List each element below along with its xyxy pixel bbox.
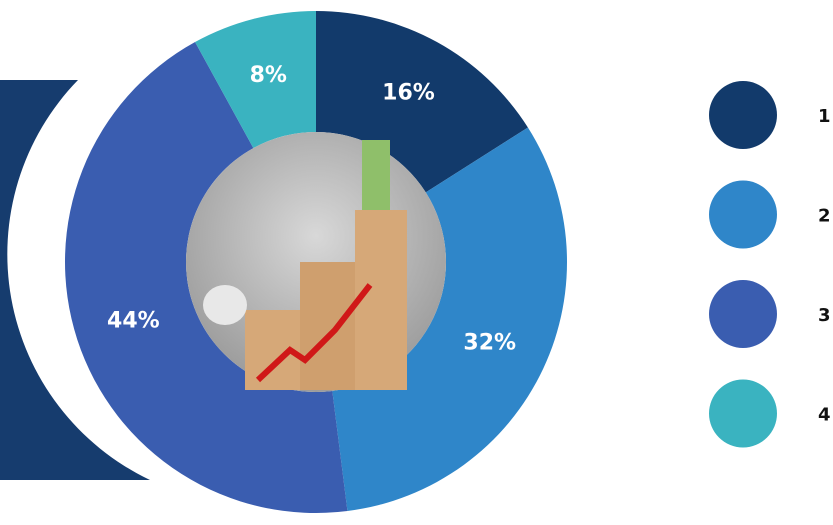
value-label: 8%	[250, 63, 287, 88]
legend-label: 3	[818, 305, 831, 326]
legend-swatch	[709, 280, 777, 348]
legend-swatch	[709, 81, 777, 149]
value-label: 44%	[107, 308, 160, 333]
value-label: 16%	[382, 81, 435, 106]
legend-label: 2	[818, 206, 831, 227]
legend-swatch	[709, 379, 777, 448]
legend-label: 4	[818, 405, 831, 426]
donut-slice	[195, 11, 316, 149]
legend-swatch	[709, 180, 777, 249]
donut-slice	[316, 11, 528, 193]
donut-slice	[64, 42, 348, 513]
donut-slice	[332, 127, 568, 512]
decor-band	[0, 80, 150, 480]
legend-label: 1	[818, 106, 831, 127]
center-photo	[186, 132, 446, 392]
value-label: 32%	[463, 331, 516, 356]
